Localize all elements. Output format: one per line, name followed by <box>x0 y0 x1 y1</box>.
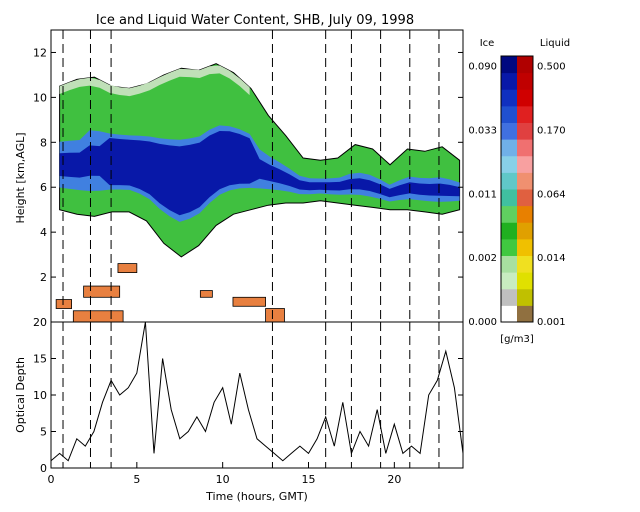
bottom-y-tick-label: 0 <box>40 462 47 475</box>
colorbar-frame <box>500 55 534 323</box>
colorbar-ice-swatch <box>501 189 517 207</box>
colorbar-liquid-tick-label: 0.500 <box>537 62 566 73</box>
colorbar-ice-swatch <box>501 172 517 190</box>
optical-depth-line <box>50 321 464 462</box>
top-y-ticks: 2 4 6 8 10 12 <box>33 46 463 284</box>
colorbar-ice-swatch <box>501 222 517 240</box>
liquid-patch <box>72 310 124 323</box>
colorbar-ice-swatch <box>501 205 517 223</box>
colorbar-ice-swatch <box>501 238 517 256</box>
bottom-y-tick-label: 10 <box>33 389 47 402</box>
colorbar-ice-swatch <box>501 305 517 323</box>
colorbar-liquid-tick-label: 0.170 <box>537 125 566 136</box>
x-tick-label: 20 <box>387 473 401 486</box>
colorbar-ice-swatch <box>501 122 517 140</box>
colorbar-liquid-swatch <box>517 205 533 223</box>
bottom-y-tick-label: 5 <box>40 426 47 439</box>
ice-cloud-dense-core <box>59 131 460 216</box>
colorbar-ice-tick-label: 0.000 <box>468 317 497 328</box>
bottom-y-tick-label: 20 <box>33 316 47 329</box>
colorbar: Ice Liquid 0.000 0.001 0.002 0.014 0.011 0.06… <box>468 38 570 345</box>
ice-cloud-layer <box>59 63 461 258</box>
colorbar-ice-swatch <box>501 72 517 90</box>
colorbar-liquid-swatch <box>517 155 533 173</box>
x-tick-label: 5 <box>133 473 140 486</box>
colorbar-ice-tick-label: 0.002 <box>468 253 497 264</box>
colorbar-liquid-swatch <box>517 255 533 273</box>
colorbar-liquid-swatch <box>517 172 533 190</box>
liquid-cloud-patches <box>55 263 285 323</box>
top-y-tick-label: 8 <box>40 136 47 149</box>
bottom-y-axis-label: Optical Depth <box>14 357 27 433</box>
x-tick-label: 0 <box>48 473 55 486</box>
colorbar-ice-tick-label: 0.011 <box>468 189 497 200</box>
x-axis-label: Time (hours, GMT) <box>205 490 308 503</box>
colorbar-ice-column <box>501 56 517 323</box>
liquid-patch <box>265 308 285 323</box>
top-y-axis-label: Height [km,AGL] <box>14 132 27 223</box>
top-plot: 2 4 6 8 10 12 Height [km,AGL] <box>14 29 464 323</box>
bottom-y-tick-label: 15 <box>33 353 47 366</box>
liquid-patch <box>83 285 121 298</box>
colorbar-liquid-swatch <box>517 139 533 157</box>
colorbar-liquid-label: Liquid <box>540 38 570 49</box>
bottom-x-ticks: 0 5 10 15 20 <box>48 462 401 486</box>
ice-cloud-top-fringe <box>59 65 250 97</box>
colorbar-liquid-tick-label: 0.064 <box>537 189 566 200</box>
colorbar-liquid-swatch <box>517 238 533 256</box>
x-tick-label: 10 <box>216 473 230 486</box>
x-tick-label: 15 <box>302 473 316 486</box>
colorbar-ice-swatch <box>501 105 517 123</box>
top-y-tick-label: 6 <box>40 181 47 194</box>
top-y-tick-label: 12 <box>33 46 47 59</box>
colorbar-unit: [g/m3] <box>500 334 534 345</box>
colorbar-ice-label: Ice <box>480 38 495 49</box>
colorbar-liquid-column <box>517 56 533 323</box>
bottom-plot: 0 5 10 15 20 0 5 10 15 20 Optical Depth Time (ho… <box>14 316 464 503</box>
colorbar-ice-swatch <box>501 288 517 306</box>
colorbar-liquid-swatch <box>517 305 533 323</box>
colorbar-ice-swatch <box>501 139 517 157</box>
colorbar-ticks: 0.000 0.001 0.002 0.014 0.011 0.064 0.033 0.170… <box>468 62 565 328</box>
colorbar-liquid-swatch <box>517 222 533 240</box>
colorbar-ice-tick-label: 0.090 <box>468 62 497 73</box>
colorbar-ice-swatch <box>501 272 517 290</box>
colorbar-ice-swatch <box>501 255 517 273</box>
liquid-patch <box>199 290 213 298</box>
colorbar-liquid-swatch <box>517 72 533 90</box>
colorbar-liquid-swatch <box>517 122 533 140</box>
colorbar-ice-swatch <box>501 89 517 107</box>
top-y-tick-label: 10 <box>33 91 47 104</box>
colorbar-ice-swatch <box>501 155 517 173</box>
colorbar-liquid-tick-label: 0.014 <box>537 253 566 264</box>
colorbar-liquid-swatch <box>517 272 533 290</box>
colorbar-liquid-swatch <box>517 56 533 74</box>
colorbar-liquid-swatch <box>517 105 533 123</box>
colorbar-liquid-swatch <box>517 288 533 306</box>
colorbar-liquid-swatch <box>517 89 533 107</box>
chart-title: Ice and Liquid Water Content, SHB, July … <box>96 13 414 28</box>
colorbar-liquid-swatch <box>517 189 533 207</box>
top-dashed-lines <box>62 30 440 322</box>
colorbar-ice-swatch <box>501 56 517 74</box>
colorbar-ice-tick-label: 0.033 <box>468 125 497 136</box>
liquid-patch <box>117 263 138 273</box>
top-y-tick-label: 4 <box>40 226 47 239</box>
colorbar-liquid-tick-label: 0.001 <box>537 317 566 328</box>
liquid-patch <box>55 299 73 309</box>
liquid-patch <box>232 296 266 307</box>
bottom-dashed-lines <box>62 322 440 468</box>
bottom-y-ticks: 0 5 10 15 20 <box>33 316 463 475</box>
top-y-tick-label: 2 <box>40 271 47 284</box>
